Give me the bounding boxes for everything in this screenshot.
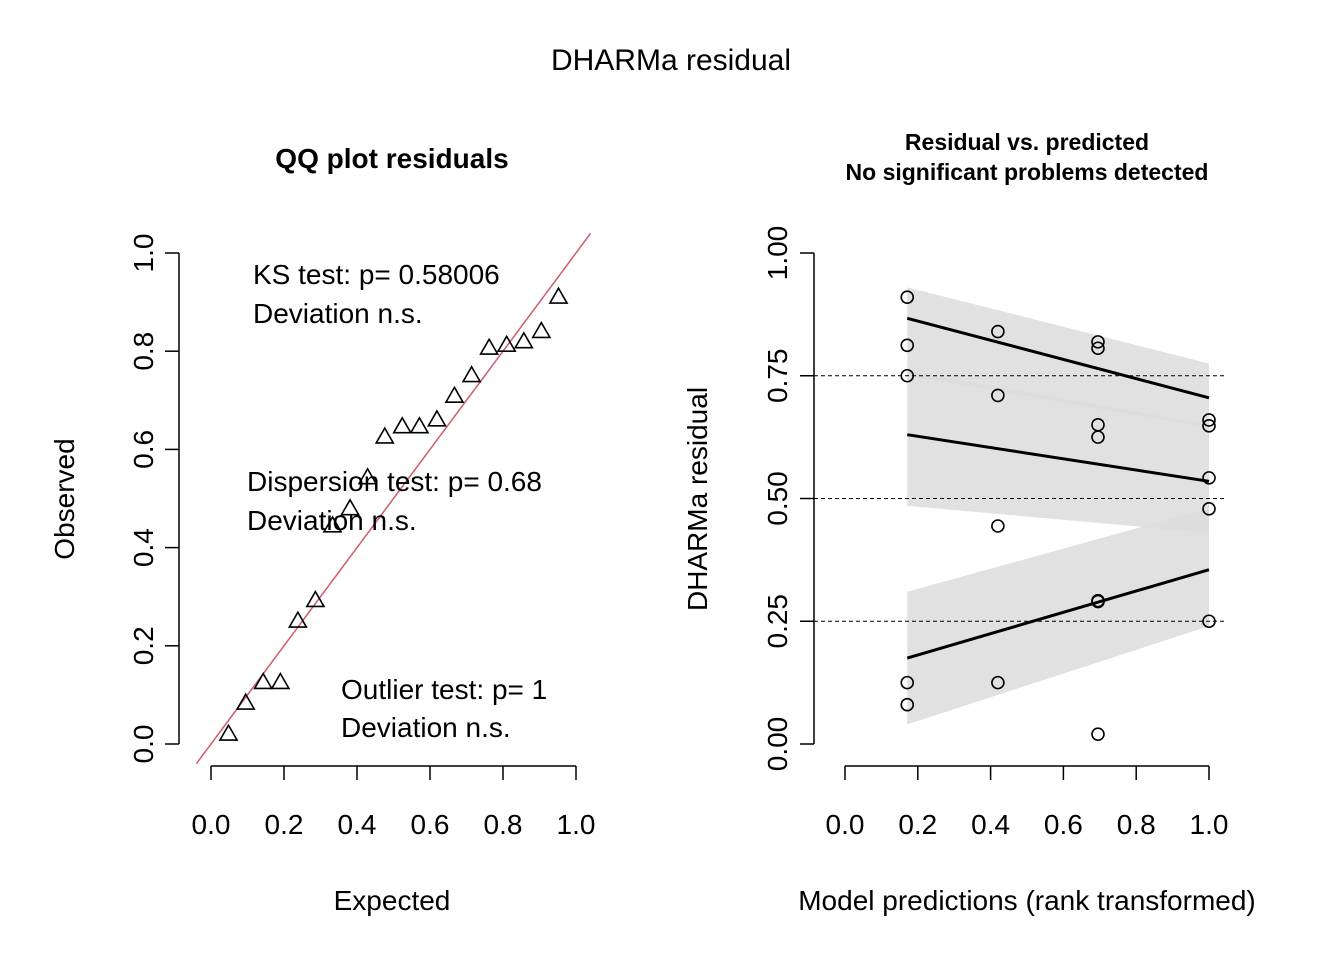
- rv-point: [1091, 341, 1105, 356]
- qq-point: [270, 672, 291, 690]
- rv-y-axis-title: DHARMa residual: [682, 387, 713, 611]
- qq-x-tick-label: 0.8: [484, 809, 523, 840]
- qq-y-axis: 0.0 0.2 0.4 0.6 0.8 1.0: [128, 234, 180, 764]
- outlier-test-label: Outlier test: p= 1: [341, 674, 547, 705]
- rv-quantile-fit-line: [907, 433, 1210, 483]
- rv-y-tick-label: 1.00: [762, 226, 793, 281]
- qq-point: [322, 515, 343, 533]
- rv-quantile-fit-line: [906, 316, 1210, 400]
- rv-y-tick-label: 0.00: [762, 717, 793, 772]
- rv-x-axis-title: Model predictions (rank transformed): [798, 885, 1256, 916]
- rv-confidence-band: [907, 370, 1209, 533]
- qq-point: [513, 331, 534, 349]
- rv-point: [1202, 471, 1216, 485]
- qq-point: [253, 672, 274, 690]
- qq-y-tick-label: 0.2: [128, 626, 159, 665]
- qq-point: [479, 337, 500, 355]
- qq-x-tick-label: 1.0: [557, 809, 596, 840]
- rv-x-tick-label: 0.0: [826, 809, 865, 840]
- rv-confidence-band: [907, 508, 1209, 725]
- rv-point: [900, 697, 915, 712]
- rv-x-tick-label: 0.6: [1044, 809, 1083, 840]
- qq-point: [444, 385, 465, 404]
- rv-point: [1202, 413, 1216, 427]
- figure-title: DHARMa residual: [551, 44, 791, 77]
- qq-plot-title: QQ plot residuals: [275, 143, 508, 174]
- rv-point: [991, 675, 1005, 690]
- qq-y-tick-label: 0.8: [128, 332, 159, 371]
- qq-point: [340, 498, 360, 516]
- qq-point: [357, 467, 378, 485]
- qq-point: [548, 286, 569, 304]
- rv-quantile-bands: [907, 287, 1209, 725]
- qq-x-axis: 0.0 0.2 0.4 0.6 0.8 1.0: [192, 765, 596, 840]
- rv-y-tick-label: 0.25: [762, 594, 793, 649]
- qq-point: [461, 365, 482, 383]
- rv-reference-lines: [814, 375, 1226, 622]
- rv-point: [991, 519, 1005, 533]
- rv-point: [1202, 614, 1216, 629]
- qq-x-tick-label: 0.6: [411, 809, 450, 840]
- qq-y-tick-label: 0.6: [128, 430, 159, 469]
- rv-x-tick-label: 0.4: [971, 809, 1010, 840]
- rv-point: [1202, 419, 1216, 433]
- rv-point: [1091, 335, 1105, 349]
- qq-y-tick-label: 1.0: [128, 234, 159, 273]
- rv-x-tick-label: 0.2: [898, 809, 937, 840]
- rv-points: [900, 290, 1216, 741]
- qq-point: [305, 590, 326, 608]
- rv-plot-title-line2: No significant problems detected: [846, 159, 1209, 185]
- dispersion-test-label: Dispersion test: p= 0.68: [247, 466, 542, 497]
- rv-plot-title-line1: Residual vs. predicted: [905, 129, 1149, 155]
- rv-y-axis: 0.00 0.25 0.50 0.75 1.00: [762, 226, 815, 772]
- rv-point: [1091, 727, 1105, 741]
- rv-point: [1202, 502, 1216, 516]
- rv-quantile-fit-lines: [906, 316, 1210, 660]
- qq-point: [409, 416, 430, 434]
- qq-point: [427, 409, 447, 427]
- qq-point: [287, 610, 308, 628]
- rv-point: [900, 675, 915, 690]
- qq-point: [392, 416, 413, 434]
- qq-plot-panel: QQ plot residuals 0.0 0.2 0.4 0.6 0.8 1.0 0.0…: [49, 143, 595, 916]
- outlier-test-deviation: Deviation n.s.: [341, 712, 511, 743]
- rv-x-tick-label: 0.8: [1117, 809, 1156, 840]
- rv-y-tick-label: 0.75: [762, 349, 793, 404]
- qq-y-tick-label: 0.4: [128, 528, 159, 567]
- qq-point: [496, 334, 517, 352]
- qq-points: [218, 286, 569, 741]
- rv-point: [900, 338, 915, 353]
- qq-point: [531, 320, 552, 339]
- rv-y-tick-label: 0.50: [762, 471, 793, 526]
- rv-point: [991, 324, 1005, 339]
- rv-x-tick-label: 1.0: [1190, 809, 1229, 840]
- qq-point: [218, 723, 239, 741]
- qq-y-tick-label: 0.0: [128, 725, 159, 764]
- rv-point: [1091, 430, 1105, 444]
- qq-x-axis-title: Expected: [334, 885, 451, 916]
- rv-quantile-fit-line: [906, 568, 1210, 660]
- qq-x-tick-label: 0.0: [192, 809, 231, 840]
- rv-x-axis: 0.0 0.2 0.4 0.6 0.8 1.0: [826, 765, 1229, 840]
- ks-test-deviation: Deviation n.s.: [253, 298, 423, 329]
- qq-y-axis-title: Observed: [49, 438, 80, 559]
- ks-test-label: KS test: p= 0.58006: [253, 259, 500, 290]
- dispersion-test-deviation: Deviation n.s.: [247, 505, 417, 536]
- qq-point: [374, 426, 395, 444]
- rv-point: [1091, 594, 1105, 609]
- residual-vs-predicted-panel: Residual vs. predicted No significant pr…: [682, 129, 1256, 916]
- qq-point: [235, 692, 256, 710]
- rv-point: [900, 368, 915, 383]
- qq-x-tick-label: 0.2: [265, 809, 304, 840]
- rv-point: [991, 388, 1005, 403]
- rv-point: [900, 290, 915, 304]
- qq-x-tick-label: 0.4: [338, 809, 377, 840]
